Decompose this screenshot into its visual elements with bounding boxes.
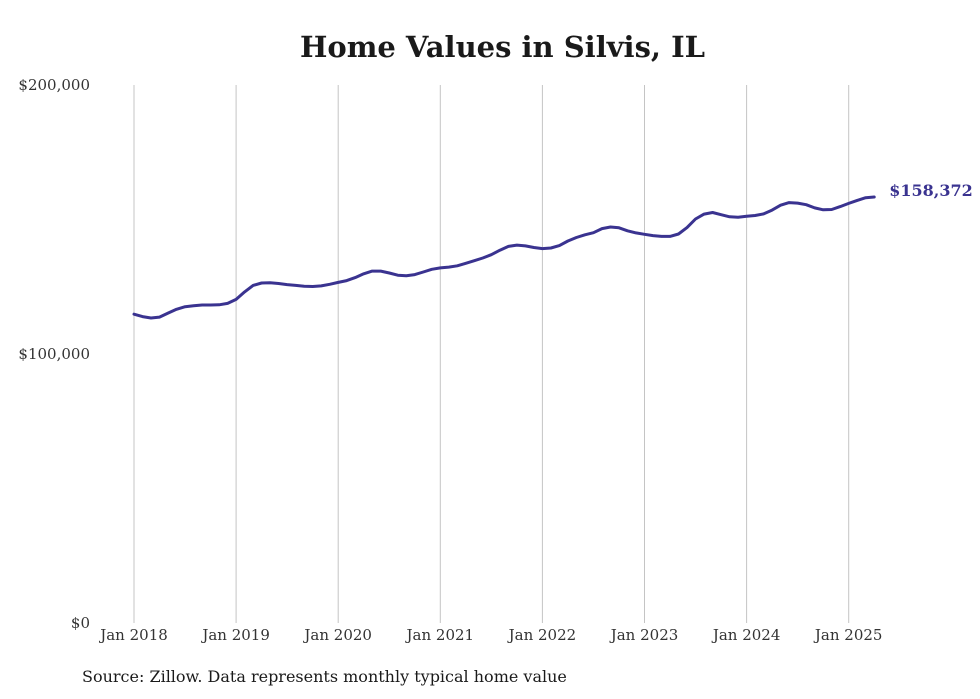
home-value-series-line <box>132 195 876 320</box>
x-tick-label: Jan 2020 <box>302 626 372 644</box>
x-tick-label: Jan 2019 <box>200 626 270 644</box>
y-axis-ticks: $0 $100,000 $200,000 <box>18 76 90 632</box>
x-tick-label: Jan 2023 <box>609 626 679 644</box>
x-tick-label: Jan 2022 <box>507 626 577 644</box>
y-tick-label: $200,000 <box>18 76 90 94</box>
gridlines <box>133 85 850 623</box>
x-axis-ticks: Jan 2018 Jan 2019 Jan 2020 Jan 2021 Jan 2022… <box>98 626 882 644</box>
chart-title: Home Values in Silvis, IL <box>299 30 706 64</box>
x-tick-label: Jan 2025 <box>813 626 883 644</box>
x-tick-label: Jan 2021 <box>405 626 475 644</box>
y-tick-label: $100,000 <box>18 345 90 363</box>
x-tick-label: Jan 2024 <box>711 626 781 644</box>
x-tick-label: Jan 2018 <box>98 626 168 644</box>
y-tick-label: $0 <box>71 614 90 632</box>
latest-value-label: $158,372 <box>889 181 973 200</box>
source-note: Source: Zillow. Data represents monthly … <box>82 667 567 686</box>
